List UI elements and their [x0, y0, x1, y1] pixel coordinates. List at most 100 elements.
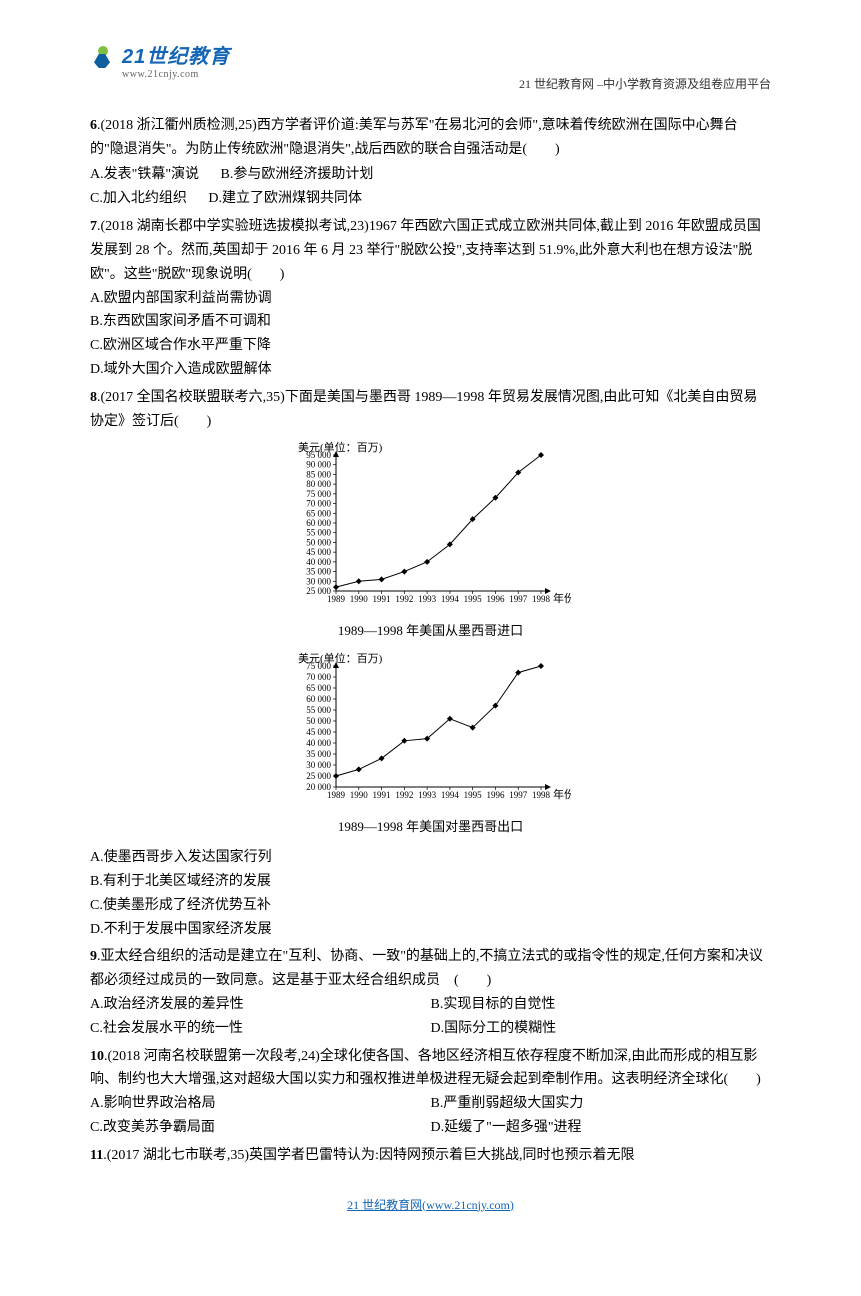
footer-site-name[interactable]: 21 世纪教育网 — [347, 1198, 422, 1212]
svg-text:1989: 1989 — [327, 790, 346, 800]
question-number: 8 — [90, 390, 97, 405]
chart-us-import-from-mexico: 美元(单位：百万)25 00030 00035 00040 00045 0005… — [90, 439, 771, 618]
svg-text:1997: 1997 — [509, 790, 528, 800]
svg-text:75 000: 75 000 — [306, 661, 331, 671]
svg-text:1991: 1991 — [372, 790, 390, 800]
svg-text:35 000: 35 000 — [306, 567, 331, 577]
option-a: A.政治经济发展的差异性 — [90, 993, 431, 1017]
svg-text:35 000: 35 000 — [306, 749, 331, 759]
question-number: 6 — [90, 118, 97, 133]
option-b: B.东西欧国家间矛盾不可调和 — [90, 310, 771, 334]
question-number: 11 — [90, 1148, 103, 1163]
svg-text:90 000: 90 000 — [306, 460, 331, 470]
option-c: C.使美墨形成了经济优势互补 — [90, 894, 771, 918]
svg-text:1996: 1996 — [486, 594, 505, 604]
svg-text:1994: 1994 — [440, 594, 459, 604]
svg-text:1998: 1998 — [532, 594, 551, 604]
svg-text:1992: 1992 — [395, 790, 413, 800]
svg-text:40 000: 40 000 — [306, 738, 331, 748]
option-b: B.实现目标的自觉性 — [431, 993, 772, 1017]
option-d: D.域外大国介入造成欧盟解体 — [90, 358, 771, 382]
option-b: B.严重削弱超级大国实力 — [431, 1092, 772, 1116]
question-8-options: A.使墨西哥步入发达国家行列 B.有利于北美区域经济的发展 C.使美墨形成了经济… — [90, 846, 771, 941]
question-text: .(2017 湖北七市联考,35)英国学者巴雷特认为:因特网预示着巨大挑战,同时… — [103, 1148, 634, 1163]
option-d: D.建立了欧洲煤钢共同体 — [208, 191, 362, 206]
footer-site-url[interactable]: (www.21cnjy.com) — [422, 1198, 514, 1212]
option-d: D.不利于发展中国家经济发展 — [90, 918, 771, 942]
question-text: .(2017 全国名校联盟联考六,35)下面是美国与墨西哥 1989—1998 … — [90, 390, 757, 429]
runner-icon — [90, 46, 118, 74]
question-10: 10.(2018 河南名校联盟第一次段考,24)全球化使各国、各地区经济相互依存… — [90, 1045, 771, 1093]
option-d: D.国际分工的模糊性 — [431, 1017, 772, 1041]
option-a: A.欧盟内部国家利益尚需协调 — [90, 287, 771, 311]
svg-text:1995: 1995 — [463, 594, 482, 604]
svg-text:45 000: 45 000 — [306, 727, 331, 737]
option-a: A.使墨西哥步入发达国家行列 — [90, 846, 771, 870]
brand-name: 21世纪教育 — [122, 40, 230, 69]
svg-text:1998: 1998 — [532, 790, 551, 800]
svg-text:70 000: 70 000 — [306, 499, 331, 509]
question-number: 9 — [90, 949, 97, 964]
question-7: 7.(2018 湖南长郡中学实验班选拔模拟考试,23)1967 年西欧六国正式成… — [90, 215, 771, 286]
question-text: .(2018 河南名校联盟第一次段考,24)全球化使各国、各地区经济相互依存程度… — [90, 1049, 761, 1088]
svg-text:30 000: 30 000 — [306, 577, 331, 587]
question-number: 10 — [90, 1049, 104, 1064]
question-number: 7 — [90, 219, 97, 234]
svg-text:1992: 1992 — [395, 594, 413, 604]
option-b: B.参与欧洲经济援助计划 — [221, 167, 374, 182]
chart2-caption: 1989—1998 年美国对墨西哥出口 — [90, 816, 771, 838]
chart-us-export-to-mexico: 美元(单位：百万)20 00025 00030 00035 00040 0004… — [90, 650, 771, 814]
svg-text:1989: 1989 — [327, 594, 346, 604]
svg-text:50 000: 50 000 — [306, 716, 331, 726]
question-text: .(2018 湖南长郡中学实验班选拔模拟考试,23)1967 年西欧六国正式成立… — [90, 219, 761, 282]
svg-text:1993: 1993 — [418, 790, 437, 800]
svg-text:年份: 年份 — [553, 591, 571, 605]
svg-text:年份: 年份 — [553, 787, 571, 801]
option-a: A.发表"铁幕"演说 — [90, 167, 199, 182]
svg-text:80 000: 80 000 — [306, 480, 331, 490]
question-7-options: A.欧盟内部国家利益尚需协调 B.东西欧国家间矛盾不可调和 C.欧洲区域合作水平… — [90, 287, 771, 382]
question-text: .亚太经合组织的活动是建立在"互利、协商、一致"的基础上的,不搞立法式的或指令性… — [90, 949, 763, 988]
svg-text:65 000: 65 000 — [306, 509, 331, 519]
option-c: C.加入北约组织 — [90, 191, 187, 206]
svg-text:30 000: 30 000 — [306, 760, 331, 770]
option-d: D.延缓了"一超多强"进程 — [431, 1116, 772, 1140]
svg-text:1995: 1995 — [463, 790, 482, 800]
svg-text:85 000: 85 000 — [306, 470, 331, 480]
svg-text:60 000: 60 000 — [306, 518, 331, 528]
svg-text:50 000: 50 000 — [306, 538, 331, 548]
svg-text:65 000: 65 000 — [306, 683, 331, 693]
question-6: 6.(2018 浙江衢州质检测,25)西方学者评价道:美军与苏军"在易北河的会师… — [90, 114, 771, 162]
svg-text:45 000: 45 000 — [306, 548, 331, 558]
svg-text:55 000: 55 000 — [306, 528, 331, 538]
question-10-options: A.影响世界政治格局 B.严重削弱超级大国实力 C.改变美苏争霸局面 D.延缓了… — [90, 1092, 771, 1140]
question-9: 9.亚太经合组织的活动是建立在"互利、协商、一致"的基础上的,不搞立法式的或指令… — [90, 945, 771, 993]
svg-text:1993: 1993 — [418, 594, 437, 604]
svg-text:55 000: 55 000 — [306, 705, 331, 715]
question-11: 11.(2017 湖北七市联考,35)英国学者巴雷特认为:因特网预示着巨大挑战,… — [90, 1144, 771, 1168]
svg-text:1990: 1990 — [349, 790, 368, 800]
svg-text:95 000: 95 000 — [306, 450, 331, 460]
footer: 21 世纪教育网(www.21cnjy.com) — [90, 1196, 771, 1213]
header-tagline: 21 世纪教育网 –中小学教育资源及组卷应用平台 — [519, 75, 771, 92]
svg-text:70 000: 70 000 — [306, 672, 331, 682]
svg-text:1997: 1997 — [509, 594, 528, 604]
svg-text:40 000: 40 000 — [306, 557, 331, 567]
option-b: B.有利于北美区域经济的发展 — [90, 870, 771, 894]
question-9-options: A.政治经济发展的差异性 B.实现目标的自觉性 C.社会发展水平的统一性 D.国… — [90, 993, 771, 1041]
svg-text:75 000: 75 000 — [306, 489, 331, 499]
svg-text:1994: 1994 — [440, 790, 459, 800]
svg-text:1996: 1996 — [486, 790, 505, 800]
question-text: .(2018 浙江衢州质检测,25)西方学者评价道:美军与苏军"在易北河的会师"… — [90, 118, 738, 157]
brand-url: www.21cnjy.com — [122, 69, 230, 80]
option-c: C.欧洲区域合作水平严重下降 — [90, 334, 771, 358]
svg-text:1991: 1991 — [372, 594, 390, 604]
svg-text:60 000: 60 000 — [306, 694, 331, 704]
site-logo: 21世纪教育 www.21cnjy.com — [90, 40, 771, 80]
svg-text:1990: 1990 — [349, 594, 368, 604]
svg-text:25 000: 25 000 — [306, 771, 331, 781]
question-8: 8.(2017 全国名校联盟联考六,35)下面是美国与墨西哥 1989—1998… — [90, 386, 771, 434]
option-a: A.影响世界政治格局 — [90, 1092, 431, 1116]
option-c: C.改变美苏争霸局面 — [90, 1116, 431, 1140]
option-c: C.社会发展水平的统一性 — [90, 1017, 431, 1041]
